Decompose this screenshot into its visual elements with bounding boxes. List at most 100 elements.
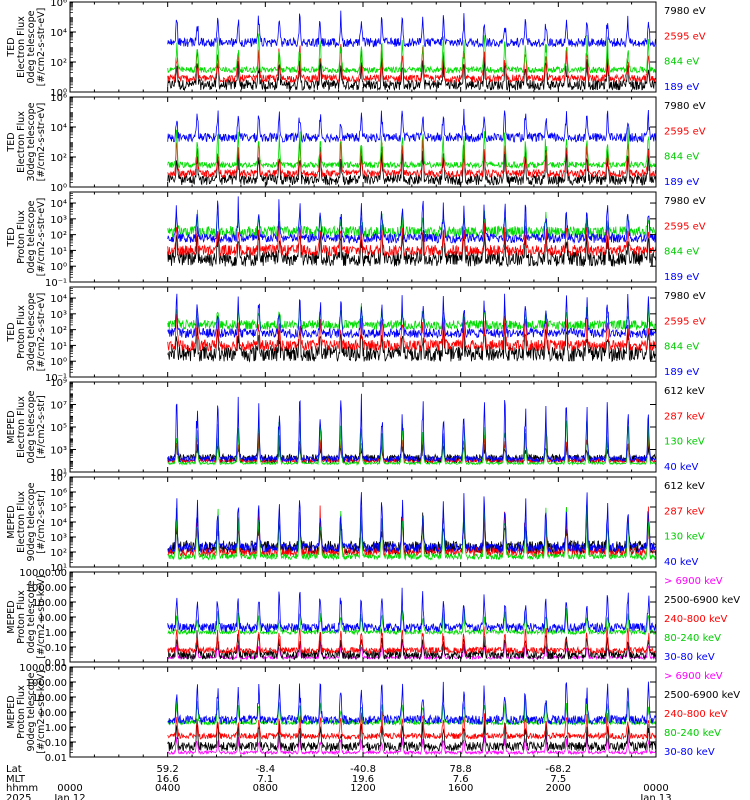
y-tick-label: 10⁶ (50, 93, 67, 104)
series-line-40-kev (167, 492, 656, 554)
panel-8-traces (167, 681, 656, 756)
x-row-label: 2025 (6, 793, 31, 800)
x-tick-label: 0800 (253, 783, 278, 794)
legend-entry: 287 keV (664, 506, 705, 517)
series-line-189-ev (167, 10, 656, 48)
legend-entry: 612 keV (664, 386, 705, 397)
y-tick-label: 100.00 (32, 598, 67, 609)
series-line-240-800-kev (167, 626, 656, 655)
series-line-240-800-kev (167, 711, 656, 741)
panel-7-traces (167, 587, 656, 661)
y-tick-label: 10⁷ (50, 473, 67, 484)
y-axis-label-line: Proton Flux (16, 305, 27, 359)
y-tick-label: 10⁴ (50, 199, 67, 210)
y-axis-label: MEPED Electron Flux 90deg telescope [#/cm2-… (6, 482, 47, 561)
x-tick-label: -8.4 (256, 764, 276, 775)
x-tick-label: 0400 (155, 783, 180, 794)
y-tick-label: 1000.00 (26, 678, 67, 689)
y-tick-label: 1.00 (45, 723, 67, 734)
y-axis-label-line: Proton Flux (16, 210, 27, 264)
y-axis-label: MEPED Electron Flux 0deg telescope [#/cm2-s… (6, 390, 47, 463)
y-axis-label-line: [#/cm2-s-str-eV] (36, 103, 47, 182)
y-axis-label-line: 0deg telescope (26, 580, 37, 653)
y-axis-label-line: [#/cm2-s-str-eV] (36, 198, 47, 277)
y-axis-label-line: 30deg telescope (26, 292, 37, 371)
y-axis-label-line: MEPED (6, 410, 17, 443)
y-tick-label: 10⁴ (50, 28, 67, 39)
y-tick-label: 10⁻¹ (45, 373, 67, 384)
legend-entry: 7980 eV (664, 6, 706, 17)
y-tick-label: 10⁻¹ (45, 278, 67, 289)
series-line-2595-ev (167, 41, 656, 84)
panel-3-traces (167, 196, 656, 268)
series-line-2500-6900-kev (167, 630, 656, 661)
legend-entry: 287 keV (664, 411, 705, 422)
panel-2-traces (167, 108, 656, 187)
series-line-2595-ev (167, 312, 656, 353)
y-axis-label-line: 90deg telescope (26, 482, 37, 561)
y-tick-label: 10⁴ (50, 123, 67, 134)
y-tick-label: 10000.00 (19, 568, 67, 579)
y-tick-label: 10⁷ (50, 401, 67, 412)
legend-entry: 189 eV (664, 272, 699, 283)
x-tick-label: 1200 (350, 783, 375, 794)
y-tick-label: 10⁰ (50, 183, 67, 194)
series-line-2595-ev (167, 219, 656, 258)
y-axis-label-line: Electron Flux (16, 16, 27, 78)
y-axis-label-line: Electron Flux (16, 396, 27, 458)
legend-entry: > 6900 keV (664, 576, 723, 587)
y-tick-label: 10¹ (50, 246, 67, 257)
legend-entry: 30-80 keV (664, 747, 715, 758)
y-tick-label: 10³ (50, 533, 67, 544)
y-tick-label: 1.00 (45, 628, 67, 639)
y-tick-label: 100.00 (32, 693, 67, 704)
x-row-label: hhmm (6, 783, 38, 794)
series-line-189-ev (167, 196, 656, 245)
y-tick-label: 10000.00 (19, 663, 67, 674)
y-tick-label: 0.01 (45, 753, 67, 764)
y-tick-label: 10⁵ (50, 503, 67, 514)
panel-1-traces (167, 10, 656, 92)
x-tick-label: 16.6 (157, 774, 179, 785)
series-line-130-kev (167, 417, 656, 466)
legend-entry: 40 keV (664, 557, 698, 568)
series-line-30-80-kev (167, 681, 656, 726)
y-tick-label: 0.10 (45, 643, 67, 654)
x-tick-label: Jan 12 (53, 793, 85, 800)
y-axis-label-line: 0deg telescope (26, 10, 37, 83)
y-axis-label-line: 90deg telescope (26, 672, 37, 751)
series-line-7980-ev (167, 228, 656, 268)
y-axis-label-line: 0deg telescope (26, 200, 37, 273)
y-tick-label: 10³ (50, 310, 67, 321)
series-line-189-ev (167, 293, 656, 339)
legend-entry: 130 keV (664, 532, 705, 543)
series-line-130-kev (167, 504, 656, 561)
y-tick-label: 10² (50, 326, 67, 337)
y-axis-label-line: [#/cm2-s-str-eV] (36, 8, 47, 87)
y-tick-label: 0.01 (45, 658, 67, 669)
legend-entry: 2500-6900 keV (664, 690, 740, 701)
y-axis-label-line: [#/cm2-s-str-keV] (36, 575, 47, 659)
x-tick-label: 0000 (643, 783, 668, 794)
legend-entry: 844 eV (664, 247, 699, 258)
x-tick-label: -40.8 (350, 764, 376, 775)
panel-4-traces (167, 293, 656, 363)
legend-entry: 844 eV (664, 57, 699, 68)
legend-entry: 40 keV (664, 462, 698, 473)
y-axis-label-line: TED (6, 322, 17, 342)
legend-entry: 2595 eV (664, 316, 706, 327)
series-line-7980-ev (167, 54, 656, 92)
y-axis-label-line: [#/cm2-s-str-keV] (36, 670, 47, 754)
legend-entry: 2595 eV (664, 126, 706, 137)
series-line-7980-ev (167, 146, 656, 187)
series-line-2500-6900-kev (167, 718, 656, 752)
y-tick-label: 10² (50, 58, 67, 69)
panel-7: 0.010.101.0010.00100.001000.0010000.00ME… (6, 568, 740, 669)
panel-6-traces (167, 492, 656, 561)
x-tick-label: 19.6 (352, 774, 374, 785)
y-tick-label: 1000.00 (26, 583, 67, 594)
y-tick-label: 10² (50, 548, 67, 559)
